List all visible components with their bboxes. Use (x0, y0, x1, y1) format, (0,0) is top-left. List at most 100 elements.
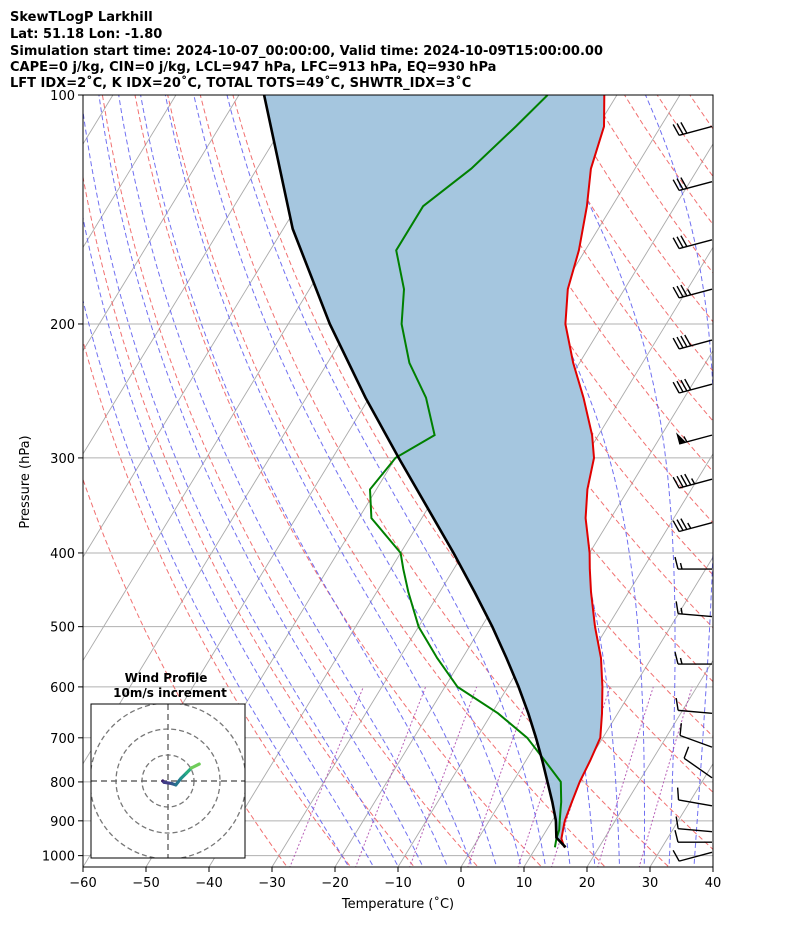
inset-frame (90, 703, 246, 859)
cin-shaded-region (264, 95, 605, 848)
wind-barb (676, 787, 713, 807)
wind-barb (672, 849, 713, 862)
barb-full (680, 177, 688, 189)
barb-shaft (678, 612, 713, 618)
barb-half (687, 522, 692, 529)
moist-adiabat (719, 95, 767, 872)
wind-barbs (672, 122, 713, 862)
barb-full (672, 237, 680, 249)
wind-barb (674, 651, 712, 665)
barb-full (672, 849, 680, 862)
isotherm-line (523, 556, 713, 867)
barb-shaft (679, 734, 713, 748)
moist-adiabat (140, 95, 473, 867)
barb-shaft (678, 383, 713, 394)
x-tick-label: −30 (258, 876, 285, 891)
moist-adiabat (226, 95, 547, 867)
isotherm-line (397, 349, 713, 867)
barb-shaft (678, 180, 713, 192)
dewpoint-line (368, 95, 563, 848)
location-text: Lat: 51.18 Lon: -1.80 (10, 27, 162, 42)
mixing-ratio-line (467, 686, 532, 867)
barb-full (684, 334, 692, 347)
y-tick-label: 300 (50, 452, 75, 467)
barb-shaft (678, 851, 713, 862)
mixing-ratio-line (409, 686, 478, 867)
moist-adiabat (118, 95, 449, 867)
y-tick-label: 400 (50, 547, 75, 562)
barb-shaft (678, 288, 713, 299)
barb-full (674, 556, 679, 570)
wind-barb (675, 816, 713, 833)
mixing-ratio-line (355, 686, 427, 867)
isotherm-line (83, 95, 177, 249)
barb-full (676, 236, 684, 248)
wind-barb (675, 601, 713, 618)
parcel-line (262, 95, 567, 849)
wind-barb (676, 432, 713, 445)
dry-adiabat (101, 95, 479, 867)
x-tick-label: −20 (321, 876, 348, 891)
barb-full (680, 379, 688, 392)
barb-full (676, 285, 684, 298)
moist-adiabat (443, 95, 645, 867)
barb-full (680, 335, 688, 348)
wind-barb (674, 829, 712, 843)
barb-half (680, 607, 683, 615)
barb-full (676, 475, 684, 488)
barb-full (672, 381, 680, 394)
barb-full (672, 337, 680, 350)
hodograph-trace (161, 762, 201, 787)
barb-half (679, 657, 683, 665)
y-tick-label: 100 (50, 89, 75, 104)
y-tick-label: 500 (50, 621, 75, 636)
y-tick-label: 800 (50, 776, 75, 791)
y-axis-ticks: 100 200 300 400 500 600 700 800 900 1000 (42, 89, 83, 865)
moist-adiabat (83, 108, 399, 867)
dry-adiabat (722, 95, 794, 872)
dry-adiabat (83, 339, 352, 867)
wind-barb (672, 378, 713, 394)
moist-adiabat (164, 95, 498, 867)
isotherm-line (586, 659, 713, 867)
inset-content (91, 704, 245, 858)
barb-full (676, 123, 684, 135)
wind-barb (674, 556, 712, 570)
barb-full (675, 698, 679, 711)
x-tick-label: −60 (69, 876, 96, 891)
barb-full (672, 179, 680, 191)
hodograph-segment (189, 762, 201, 770)
dry-adiabat (232, 95, 713, 851)
barb-shaft (678, 239, 713, 250)
inset-title: Wind Profile (125, 671, 208, 685)
barb-half (687, 289, 692, 296)
barb-shaft (683, 757, 713, 779)
wind-barb (672, 235, 713, 250)
barb-shaft (678, 522, 713, 533)
barb-half (683, 436, 688, 443)
isotherm-line (712, 866, 713, 867)
barb-full (680, 122, 688, 134)
wind-barb (672, 518, 713, 533)
barb-full (680, 235, 688, 247)
dry-adiabat (134, 95, 543, 867)
x-tick-label: −50 (132, 876, 159, 891)
mixing-ratio-line (597, 686, 654, 867)
wind-barb (679, 723, 713, 748)
inset-subtitle: 10m/s increment (113, 686, 227, 700)
x-tick-label: 40 (705, 876, 722, 891)
barb-full (679, 723, 683, 736)
barb-full (672, 124, 680, 136)
mixing-ratio-line (289, 686, 364, 867)
mixing-ratio-line (638, 686, 693, 867)
cape-text: CAPE=0 j/kg, CIN=0 j/kg, LCL=947 hPa, LF… (10, 60, 496, 75)
barb-full (676, 787, 680, 800)
y-tick-label: 700 (50, 732, 75, 747)
wind-barb (672, 334, 713, 350)
x-tick-label: 0 (457, 876, 465, 891)
barb-full (676, 178, 684, 190)
barb-full (672, 520, 680, 532)
x-tick-label: 30 (642, 876, 659, 891)
moist-adiabat (193, 95, 522, 867)
